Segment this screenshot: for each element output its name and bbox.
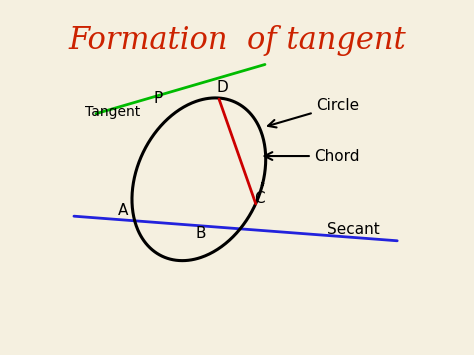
- Text: A: A: [118, 203, 129, 218]
- Text: P: P: [154, 91, 163, 106]
- Text: C: C: [254, 191, 265, 206]
- Text: Formation  of tangent: Formation of tangent: [68, 25, 406, 56]
- Text: D: D: [217, 80, 228, 95]
- Text: Tangent: Tangent: [85, 105, 140, 119]
- Text: B: B: [195, 226, 206, 241]
- Text: Chord: Chord: [264, 148, 360, 164]
- Text: Circle: Circle: [268, 98, 359, 127]
- Text: Secant: Secant: [328, 222, 380, 237]
